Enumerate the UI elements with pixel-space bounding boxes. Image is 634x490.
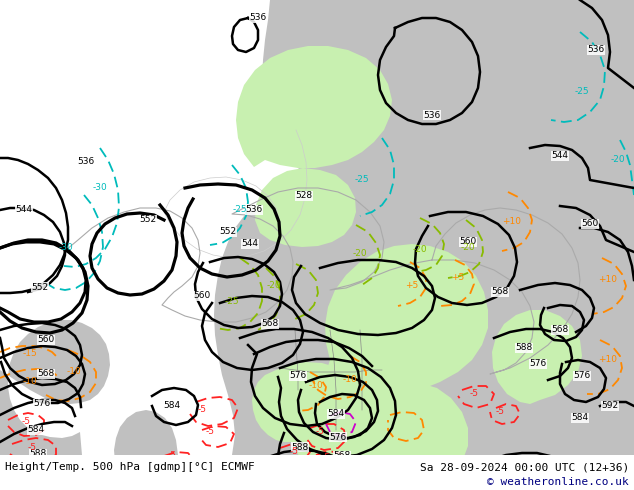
Text: 560: 560 bbox=[193, 292, 210, 300]
Text: 536: 536 bbox=[77, 157, 94, 167]
Text: -5: -5 bbox=[126, 471, 134, 481]
Text: 544: 544 bbox=[15, 205, 32, 215]
Polygon shape bbox=[252, 362, 376, 490]
Text: -5: -5 bbox=[321, 454, 330, 463]
Text: 584: 584 bbox=[571, 414, 588, 422]
Text: -5: -5 bbox=[316, 427, 325, 437]
Text: 536: 536 bbox=[587, 46, 605, 54]
Text: -5: -5 bbox=[63, 471, 72, 481]
Bar bbox=[0, 455, 634, 490]
Text: +10: +10 bbox=[598, 275, 618, 285]
Text: 552: 552 bbox=[32, 283, 49, 292]
Text: 576: 576 bbox=[330, 433, 347, 441]
Text: -20: -20 bbox=[611, 155, 625, 165]
Text: +10: +10 bbox=[503, 218, 522, 226]
Text: -30: -30 bbox=[93, 183, 107, 193]
Text: 584: 584 bbox=[27, 425, 44, 435]
Polygon shape bbox=[0, 320, 110, 490]
Text: 576: 576 bbox=[573, 371, 591, 381]
Text: 552: 552 bbox=[219, 227, 236, 237]
Text: -5: -5 bbox=[290, 447, 299, 457]
Polygon shape bbox=[338, 382, 468, 490]
Text: -15: -15 bbox=[23, 349, 37, 359]
Text: -5: -5 bbox=[46, 480, 55, 489]
Text: 560: 560 bbox=[581, 220, 598, 228]
Text: 576: 576 bbox=[529, 360, 547, 368]
Text: 576: 576 bbox=[34, 399, 51, 409]
Text: 584: 584 bbox=[164, 401, 181, 411]
Polygon shape bbox=[507, 416, 572, 490]
Text: -5: -5 bbox=[75, 473, 84, 483]
Text: -20: -20 bbox=[267, 280, 281, 290]
Text: 528: 528 bbox=[295, 192, 313, 200]
Text: -25: -25 bbox=[224, 297, 239, 307]
Text: -10: -10 bbox=[342, 375, 358, 385]
Text: 568: 568 bbox=[37, 369, 55, 378]
Text: -10: -10 bbox=[67, 368, 81, 376]
Text: 536: 536 bbox=[424, 111, 441, 120]
Text: 568: 568 bbox=[333, 451, 351, 461]
Text: +5: +5 bbox=[451, 273, 465, 283]
Text: 588: 588 bbox=[243, 475, 261, 485]
Text: -20: -20 bbox=[353, 249, 367, 259]
Polygon shape bbox=[320, 244, 488, 398]
Text: -5: -5 bbox=[470, 390, 479, 398]
Polygon shape bbox=[492, 310, 582, 404]
Text: -20: -20 bbox=[413, 245, 427, 254]
Text: 584: 584 bbox=[327, 410, 344, 418]
Text: -20: -20 bbox=[461, 244, 476, 252]
Text: 568: 568 bbox=[552, 325, 569, 335]
Text: 544: 544 bbox=[552, 151, 569, 161]
Text: 560: 560 bbox=[37, 336, 55, 344]
Text: Height/Temp. 500 hPa [gdmp][°C] ECMWF: Height/Temp. 500 hPa [gdmp][°C] ECMWF bbox=[5, 462, 255, 472]
Text: 568: 568 bbox=[261, 319, 278, 328]
Text: 588: 588 bbox=[292, 442, 309, 451]
Text: -10: -10 bbox=[23, 377, 37, 387]
Text: -25: -25 bbox=[574, 88, 590, 97]
Text: 560: 560 bbox=[460, 238, 477, 246]
Text: -30: -30 bbox=[58, 244, 74, 252]
Polygon shape bbox=[236, 46, 392, 168]
Text: -10: -10 bbox=[309, 382, 323, 391]
Text: -5: -5 bbox=[219, 456, 228, 465]
Text: 588: 588 bbox=[29, 449, 47, 459]
Text: -5: -5 bbox=[178, 466, 186, 474]
Text: 536: 536 bbox=[245, 205, 262, 215]
Text: 552: 552 bbox=[139, 216, 157, 224]
Text: -5: -5 bbox=[496, 408, 505, 416]
Polygon shape bbox=[214, 0, 634, 490]
Text: 592: 592 bbox=[517, 460, 534, 468]
Text: 568: 568 bbox=[491, 288, 508, 296]
Text: -5: -5 bbox=[27, 442, 37, 451]
Text: 576: 576 bbox=[289, 371, 307, 381]
Text: +10: +10 bbox=[598, 356, 618, 365]
Text: -5: -5 bbox=[22, 417, 30, 426]
Polygon shape bbox=[114, 410, 178, 490]
Text: -5: -5 bbox=[205, 427, 214, 437]
Polygon shape bbox=[255, 168, 356, 247]
Text: 544: 544 bbox=[242, 240, 259, 248]
Polygon shape bbox=[237, 448, 262, 475]
Text: +5: +5 bbox=[405, 281, 418, 291]
Text: -25: -25 bbox=[354, 175, 370, 185]
Text: 588: 588 bbox=[281, 486, 299, 490]
Text: 588: 588 bbox=[515, 343, 533, 352]
Text: -5: -5 bbox=[46, 463, 55, 471]
Text: Sa 28-09-2024 00:00 UTC (12+36): Sa 28-09-2024 00:00 UTC (12+36) bbox=[420, 462, 629, 472]
Polygon shape bbox=[570, 302, 622, 360]
Text: -5: -5 bbox=[198, 406, 207, 415]
Text: 536: 536 bbox=[249, 14, 267, 23]
Text: -25: -25 bbox=[233, 205, 247, 215]
Text: 592: 592 bbox=[602, 401, 619, 411]
Text: -5: -5 bbox=[226, 473, 235, 483]
Text: -5: -5 bbox=[167, 451, 176, 461]
Text: © weatheronline.co.uk: © weatheronline.co.uk bbox=[488, 477, 629, 487]
